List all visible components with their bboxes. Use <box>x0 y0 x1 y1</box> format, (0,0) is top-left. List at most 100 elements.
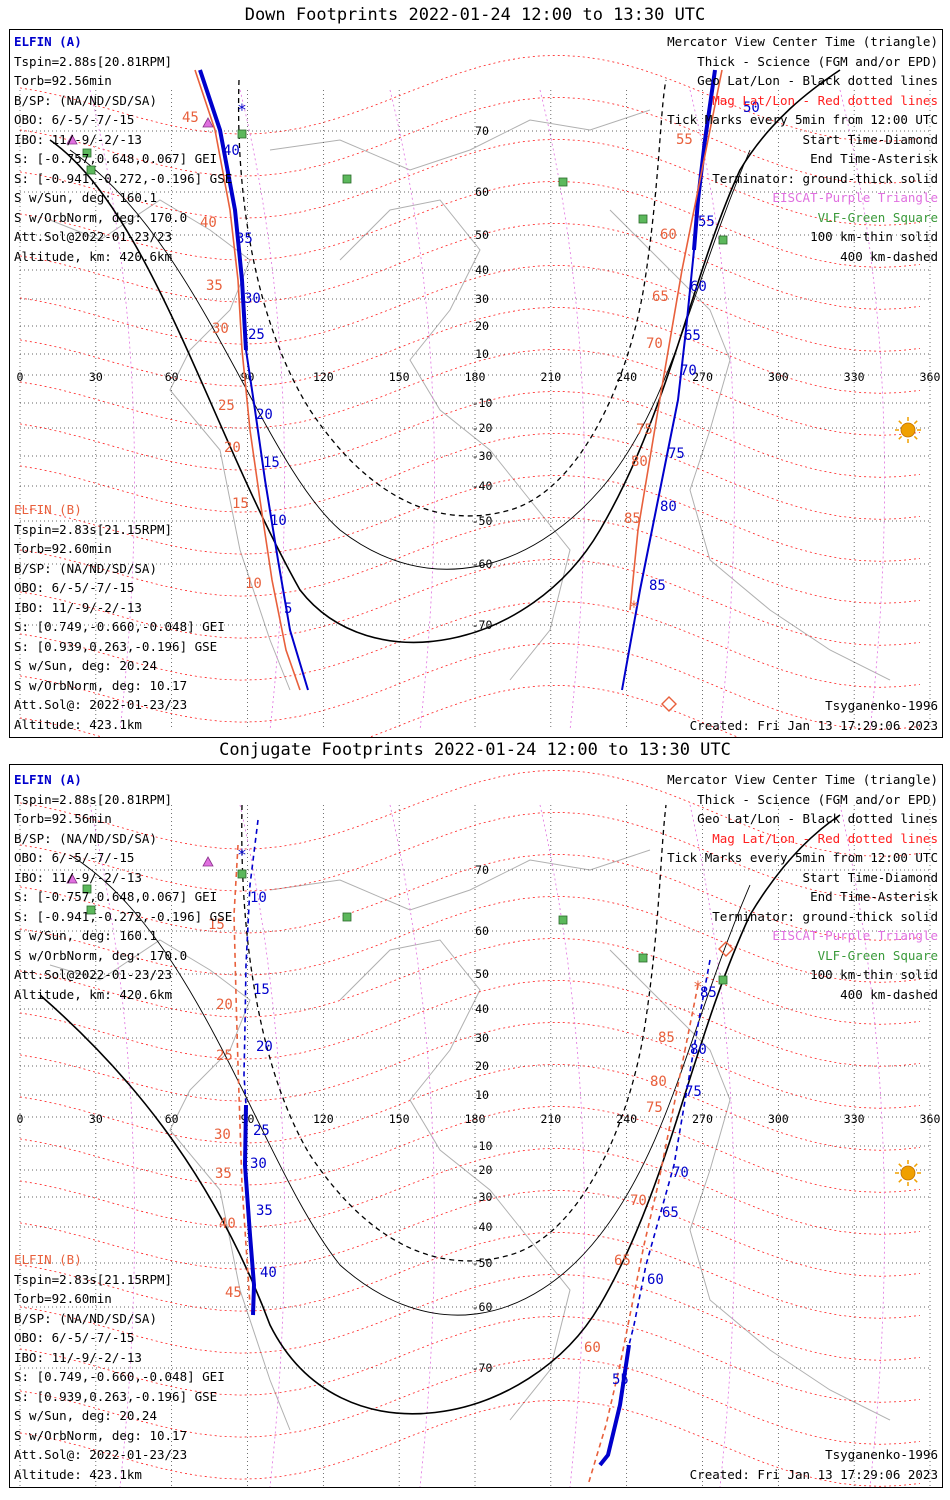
end-time-asterisk: * <box>693 977 703 996</box>
lon-label: 330 <box>844 1112 865 1126</box>
elfin-a-tick-label: 20 <box>256 407 273 423</box>
elfin-a-tick-label: 30 <box>250 1156 267 1172</box>
mag-parallel <box>19 306 921 394</box>
elfin-b-tick-label: 15 <box>232 496 249 512</box>
lat-label: -30 <box>472 1190 493 1204</box>
elfin-b-line: Torb=92.60min <box>14 1291 112 1306</box>
legend-item: Geo Lat/Lon - Black dotted lines <box>697 73 938 88</box>
lon-label: 270 <box>692 1112 713 1126</box>
elfin-a-line: Att.Sol@2022-01-23/23 <box>14 229 173 244</box>
lat-label: -50 <box>472 1256 493 1270</box>
lat-label: 70 <box>475 863 489 877</box>
elfin-b-line: S: [0.939,0.263,-0.196] GSE <box>14 1388 218 1404</box>
elfin-a-tick-label: 65 <box>662 1205 679 1221</box>
legend-item: Mercator View Center Time (triangle) <box>667 772 938 787</box>
coastline <box>339 939 571 1421</box>
elfin-b-tick-label: 75 <box>636 422 653 438</box>
lat-label: 40 <box>475 1002 489 1016</box>
lon-label: 120 <box>313 1112 334 1126</box>
coastline <box>339 199 571 681</box>
lon-label: 150 <box>389 1112 410 1126</box>
elfin-a-line: Tspin=2.88s[20.81RPM] <box>14 791 173 807</box>
elfin-b-track <box>587 984 699 1486</box>
mag-meridian <box>689 804 735 1487</box>
elfin-b-tick-label: 60 <box>584 1340 601 1356</box>
legend-item: Tick Marks every 5min from 12:00 UTC <box>667 850 938 865</box>
elfin-a-track <box>245 349 309 691</box>
lat-label: 10 <box>475 1088 489 1102</box>
elfin-b-tick-label: 80 <box>650 1074 667 1090</box>
mag-parallel <box>19 769 921 857</box>
elfin-a-tick-label: 60 <box>647 1272 664 1288</box>
mag-parallel <box>19 222 921 310</box>
elfin-a-track <box>621 249 695 691</box>
model-label: Tsyganenko-1996 <box>825 698 938 713</box>
elfin-a-tick-label: 10 <box>250 890 267 906</box>
mag-meridian <box>539 804 585 1487</box>
elfin-a-tick-label: 65 <box>684 328 701 344</box>
legend-item: EISCAT-Purple Triangle <box>772 190 938 205</box>
mag-parallel <box>19 180 921 268</box>
coastline <box>609 209 891 681</box>
eiscat-triangle <box>66 873 78 884</box>
mag-parallel <box>19 979 921 1067</box>
end-time-asterisk: * <box>629 597 639 616</box>
mag-meridian <box>539 89 585 731</box>
mag-parallel <box>19 1063 921 1151</box>
vlf-station-square <box>342 174 352 184</box>
lat-label: -50 <box>472 514 493 528</box>
vlf-station-square <box>638 214 648 224</box>
elfin-a-tick-label: 55 <box>612 1372 629 1388</box>
end-time-asterisk: * <box>237 845 247 864</box>
lon-label: 180 <box>465 1112 486 1126</box>
lon-label: 300 <box>768 1112 789 1126</box>
mag-parallel <box>19 1147 921 1235</box>
legend-item: Terminator: ground-thick solid <box>712 908 938 924</box>
lon-label: 360 <box>920 1112 941 1126</box>
lon-label: 210 <box>540 1112 561 1126</box>
elfin-a-tick-label: 25 <box>253 1123 270 1139</box>
elfin-a-tick-label: 40 <box>260 1265 277 1281</box>
vlf-station-square <box>237 129 247 139</box>
mag-parallel <box>19 811 921 899</box>
elfin-a-line: S w/Sun, deg: 160.1 <box>14 928 157 943</box>
down-footprints-panel: 0 30 60 90 120 150 180 210 240 270 300 330 360 70 60 50… <box>9 29 943 738</box>
lat-label: 20 <box>475 319 489 333</box>
legend: Mercator View Center Time (triangle) Thi… <box>667 770 938 1004</box>
elfin-a-tick-label: 35 <box>236 231 253 247</box>
lat-label: -40 <box>472 479 493 493</box>
lat-label: -30 <box>472 449 493 463</box>
vlf-station-square <box>342 912 352 922</box>
legend-item: Start Time-Diamond <box>802 869 938 885</box>
elfin-a-tick-label: 85 <box>649 578 666 594</box>
sun-ray <box>898 435 903 440</box>
legend-item: End Time-Asterisk <box>810 889 938 904</box>
lon-label: 360 <box>920 370 941 384</box>
sun-ray <box>913 435 918 440</box>
legend-item: Thick - Science (FGM and/or EPD) <box>697 53 938 69</box>
elfin-b-line: IBO: 11/-9/-2/-13 <box>14 599 142 615</box>
elfin-a-line: Altitude, km: 420.6km <box>14 248 173 264</box>
lat-label: 60 <box>475 185 489 199</box>
elfin-a-tick-label: 50 <box>743 100 760 116</box>
elfin-b-tick-label: 60 <box>660 227 677 243</box>
vlf-station-square <box>718 235 728 245</box>
elfin-b-line: OBO: 6/-5/-7/-15 <box>14 580 135 595</box>
elfin-a-line: S: [-0.941,-0.272,-0.196] GSE <box>14 908 233 924</box>
lon-label: 300 <box>768 370 789 384</box>
legend-item: EISCAT-Purple Triangle <box>772 928 938 943</box>
elfin-a-tick-label: 75 <box>668 446 685 462</box>
sun-ray <box>913 1178 918 1183</box>
mag-parallel <box>19 54 921 142</box>
elfin-a-line: Torb=92.56min <box>14 73 112 88</box>
end-time-asterisk: * <box>237 100 247 119</box>
mag-parallel <box>19 642 921 730</box>
elfin-b-tick-label: 45 <box>182 110 199 126</box>
elfin-a-line: Altitude, km: 420.6km <box>14 986 173 1002</box>
elfin-a-track <box>628 959 711 1346</box>
terminator-line <box>49 69 841 644</box>
elfin-b-line: Att.Sol@: 2022-01-23/23 <box>14 697 188 712</box>
legend-item: 400 km-dashed <box>840 986 938 1002</box>
mag-meridian <box>89 804 135 1487</box>
lon-label: 210 <box>540 370 561 384</box>
